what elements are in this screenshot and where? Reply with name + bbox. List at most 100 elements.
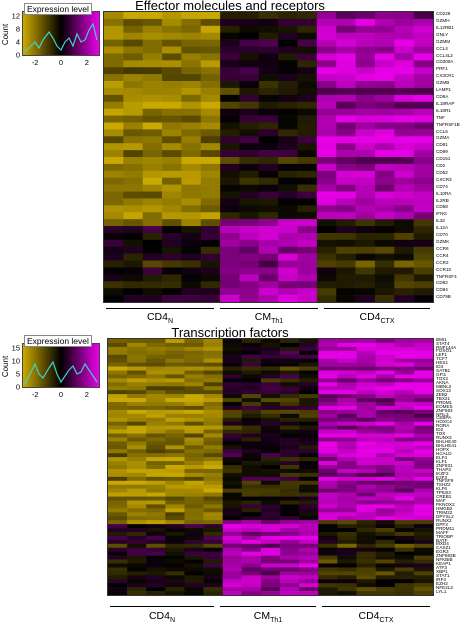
heat-cell xyxy=(162,274,182,282)
heat-cell xyxy=(413,445,433,450)
key-gradient-strip xyxy=(66,12,68,55)
key-gradient-strip xyxy=(67,344,69,387)
heat-cell xyxy=(200,46,221,54)
heat-cell xyxy=(165,390,185,395)
key-gradient-strip xyxy=(42,344,44,387)
heat-cell xyxy=(220,150,240,158)
heat-cell xyxy=(356,362,376,367)
heat-cell xyxy=(104,32,124,40)
heat-cell xyxy=(142,60,163,68)
heat-cell xyxy=(123,246,143,254)
heat-cell xyxy=(394,163,414,172)
heat-cell xyxy=(280,366,300,371)
heat-cell xyxy=(104,101,124,109)
heat-cell xyxy=(239,108,260,116)
heat-cell xyxy=(200,274,221,282)
key-gradient-strip xyxy=(39,344,41,387)
heat-cell xyxy=(375,445,396,450)
heat-cell xyxy=(220,25,240,34)
heat-cell xyxy=(222,453,243,458)
heat-cell xyxy=(413,488,433,493)
heat-cell xyxy=(375,449,396,454)
heat-cell xyxy=(355,288,376,296)
heat-cell xyxy=(203,547,224,552)
heat-cell xyxy=(241,398,262,403)
heat-cell xyxy=(127,441,147,446)
heat-cell xyxy=(299,354,319,359)
heat-cell xyxy=(220,246,240,254)
key-gradient-strip xyxy=(70,12,72,55)
heat-cell xyxy=(299,342,319,348)
heat-cell xyxy=(165,382,185,387)
heat-cell xyxy=(203,472,224,478)
heat-cell xyxy=(203,390,224,395)
heat-cell xyxy=(203,350,224,356)
heat-cell xyxy=(181,184,202,192)
heat-cell xyxy=(280,563,300,568)
heat-cell xyxy=(146,496,166,501)
heat-cell xyxy=(280,449,300,454)
heat-cell xyxy=(374,129,395,137)
heat-cell xyxy=(181,157,202,165)
heat-cell xyxy=(241,378,262,383)
heat-cell xyxy=(337,539,357,545)
gene-label: RUNX3 xyxy=(436,435,452,441)
heat-cell xyxy=(280,402,300,407)
heat-cell xyxy=(222,441,243,446)
key-gradient-strip xyxy=(29,344,31,387)
panel2-key-histogram xyxy=(23,344,99,387)
heat-cell xyxy=(297,198,318,206)
heat-cell xyxy=(104,219,124,227)
heat-cell xyxy=(239,122,260,130)
heat-cell xyxy=(280,445,300,450)
heat-cell xyxy=(413,46,433,54)
heat-cell xyxy=(184,402,204,407)
heat-cell xyxy=(375,528,396,533)
heat-cell xyxy=(142,253,163,261)
heat-cell xyxy=(162,101,182,109)
key-gradient-strip xyxy=(31,12,33,55)
key-gradient-strip xyxy=(74,344,76,387)
heat-cell xyxy=(316,205,337,213)
heat-cell xyxy=(108,465,128,470)
key-gradient-strip xyxy=(51,12,53,55)
heat-cell xyxy=(146,339,166,344)
heat-cell xyxy=(375,366,396,371)
heat-cell xyxy=(241,465,262,470)
heat-cell xyxy=(108,342,128,348)
gene-label: ID3 xyxy=(436,364,444,370)
heat-cell xyxy=(184,567,204,572)
heat-cell xyxy=(184,354,204,359)
heat-cell xyxy=(184,445,204,450)
heat-cell xyxy=(356,535,376,541)
heat-cell xyxy=(181,67,202,75)
heat-cell xyxy=(278,129,298,137)
heat-cell xyxy=(203,508,224,513)
heat-cell xyxy=(394,520,415,525)
gene-label: GZMM xyxy=(436,38,451,44)
heat-cell xyxy=(220,39,240,47)
heat-cell xyxy=(108,547,128,552)
heat-cell xyxy=(297,101,318,109)
heat-cell xyxy=(104,87,124,96)
heat-cell xyxy=(222,583,243,588)
heat-cell xyxy=(375,413,396,419)
heat-cell xyxy=(146,500,166,505)
heat-cell xyxy=(375,468,396,474)
gene-label: TRIOBP xyxy=(436,533,454,539)
heat-cell xyxy=(413,219,433,227)
heat-cell xyxy=(222,535,243,541)
heat-cell xyxy=(108,508,128,513)
heat-cell xyxy=(375,358,396,363)
gene-label: PRDM11 xyxy=(436,525,455,531)
heat-cell xyxy=(318,413,338,419)
heat-cell xyxy=(413,535,433,541)
heat-cell xyxy=(181,281,202,289)
heat-cell xyxy=(220,295,240,302)
heat-cell xyxy=(356,543,376,549)
heat-cell xyxy=(394,453,415,458)
heat-cell xyxy=(258,184,279,192)
heat-cell xyxy=(374,60,395,68)
gene-label: CD82 xyxy=(436,280,448,286)
heat-cell xyxy=(297,46,318,54)
